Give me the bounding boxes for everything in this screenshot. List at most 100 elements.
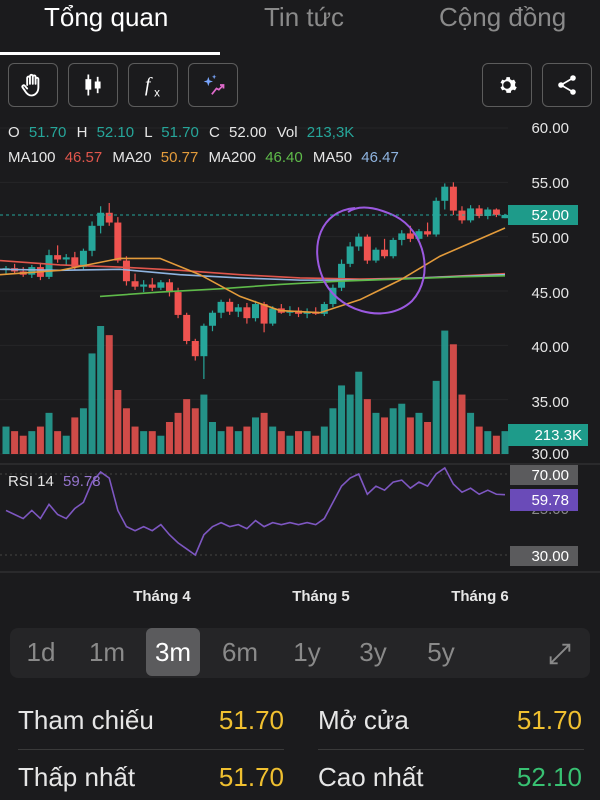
candle-body (381, 249, 389, 257)
stat-high-label: Cao nhất (318, 762, 424, 792)
range-6m[interactable]: 6m (221, 637, 259, 667)
candle-body (441, 186, 449, 201)
stat-reference-value: 51.70 (218, 705, 284, 735)
range-3y[interactable]: 3y (359, 637, 387, 667)
price-tick: 55.00 (531, 175, 569, 192)
candle-body (165, 282, 173, 293)
rsi-axis-top: 70.00 (531, 467, 569, 484)
price-chart[interactable]: O 51.70 H 52.10 L 51.70 C 52.00 Vol 213,… (0, 116, 600, 616)
tab-news[interactable]: Tin tức (264, 2, 345, 32)
range-1d[interactable]: 1d (26, 637, 56, 667)
volume-bar (475, 426, 483, 454)
candle-body (269, 308, 277, 324)
ohlc-open-value: 51.70 (29, 124, 67, 141)
volume-bar (45, 412, 53, 454)
volume-bar (183, 399, 191, 454)
volume-bar (441, 330, 449, 454)
settings-button[interactable] (482, 63, 532, 107)
ohlc-volume-value: 213,3K (307, 124, 355, 141)
price-tick: 40.00 (531, 339, 569, 356)
candlestick-button[interactable] (68, 63, 118, 107)
ohlc-open-label: O (8, 124, 20, 141)
ma200-value: 46.40 (265, 149, 303, 166)
ma20-value: 50.77 (161, 149, 199, 166)
stat-high-value: 52.10 (516, 762, 582, 792)
volume-bar (234, 431, 242, 454)
candle-body (338, 263, 346, 288)
svg-text:RSI 14 59.78: RSI 14 59.78 (8, 473, 101, 490)
volume-bar (346, 394, 354, 454)
volume-bar (208, 422, 216, 454)
tab-community[interactable]: Cộng đồng (439, 2, 567, 32)
volume-bar (449, 344, 457, 454)
range-5y[interactable]: 5y (427, 637, 455, 667)
volume-bar (88, 353, 96, 454)
candle-body (140, 284, 148, 287)
candle-body (183, 314, 191, 341)
top-tab-bar: Tổng quan Tin tức Cộng đồng (0, 0, 600, 56)
volume-bar (398, 403, 406, 454)
candle-body (252, 304, 259, 319)
ohlc-volume-label: Vol (277, 124, 298, 141)
hand-drawn-circle-annotation (316, 206, 426, 315)
settings-icon (500, 77, 517, 93)
hand-tool-button[interactable] (8, 63, 58, 107)
range-1y[interactable]: 1y (293, 637, 321, 667)
candle-body (501, 214, 509, 219)
candle-body (415, 231, 423, 239)
candle-body (475, 208, 483, 217)
chart-canvas[interactable]: O 51.70 H 52.10 L 51.70 C 52.00 Vol 213,… (0, 116, 600, 616)
volume-bar (157, 435, 165, 454)
fullscreen-button[interactable] (546, 640, 574, 668)
svg-text:O 51.70 H 52: O 51.70 H 52.10 L 51.70 C 52.00 Vol 213,… (8, 124, 354, 141)
x-axis-tick: Tháng 4 (133, 588, 191, 605)
candle-body (122, 260, 130, 282)
range-1m[interactable]: 1m (88, 637, 126, 667)
candle-body (45, 255, 53, 277)
volume-bar (71, 417, 79, 454)
stat-reference-label: Tham chiếu (18, 705, 154, 735)
volume-badge-bg (508, 424, 588, 446)
stat-divider (318, 749, 584, 750)
volume-bar (174, 412, 182, 454)
volume-bar (432, 380, 440, 454)
volume-bar (295, 431, 303, 454)
active-tab-indicator (0, 52, 220, 55)
candle-body (346, 246, 354, 264)
hand-icon (21, 73, 40, 97)
volume-bar (492, 435, 500, 454)
range-selector-bg (10, 628, 590, 678)
volume-bar (320, 426, 328, 454)
indicator-function-button[interactable]: f x (128, 63, 178, 107)
volume-bar (355, 371, 363, 454)
volume-bar (363, 399, 371, 454)
candle-body (62, 257, 70, 260)
ma20-line (0, 227, 506, 314)
svg-text:MA100 46.57 MA20: MA100 46.57 MA20 50.77 MA200 46.40 MA50 … (8, 149, 399, 166)
volume-bar (114, 390, 122, 454)
volume-bar (260, 412, 268, 454)
share-button[interactable] (542, 63, 592, 107)
volume-bar (19, 435, 27, 454)
tab-overview[interactable]: Tổng quan (44, 2, 169, 32)
volume-bar (62, 435, 70, 454)
candlestick-icon (85, 74, 101, 96)
volume-bar (286, 435, 294, 454)
moving-average-lines (0, 227, 506, 314)
drawing-magic-button[interactable] (188, 63, 238, 107)
ohlc-close-label: C (209, 124, 220, 141)
stat-open-value: 51.70 (516, 705, 582, 735)
range-3m[interactable]: 3m (146, 628, 200, 676)
volume-bar (105, 335, 113, 454)
volume-bar (11, 431, 19, 454)
ohlc-high-value: 52.10 (97, 124, 135, 141)
volume-bar (303, 431, 311, 454)
candle-body (260, 304, 268, 324)
volume-bar (54, 431, 62, 454)
volume-bar (381, 417, 389, 454)
candle-body (398, 233, 406, 240)
volume-bar (372, 412, 380, 454)
candle-body (372, 249, 380, 261)
volume-bars (2, 326, 509, 454)
volume-bar (389, 408, 397, 454)
